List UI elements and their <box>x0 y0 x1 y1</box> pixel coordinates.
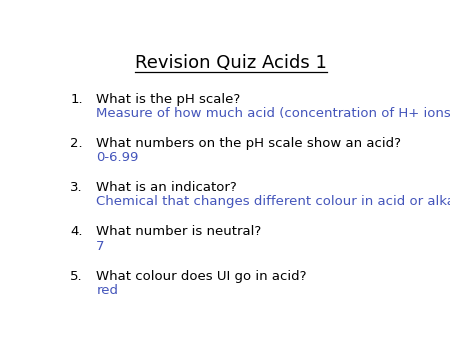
Text: 4.: 4. <box>70 225 83 238</box>
Text: What is the pH scale?: What is the pH scale? <box>96 93 241 105</box>
Text: What number is neutral?: What number is neutral? <box>96 225 261 238</box>
Text: Measure of how much acid (concentration of H+ ions): Measure of how much acid (concentration … <box>96 107 450 120</box>
Text: 2.: 2. <box>70 137 83 150</box>
Text: 3.: 3. <box>70 181 83 194</box>
Text: Chemical that changes different colour in acid or alkali: Chemical that changes different colour i… <box>96 195 450 209</box>
Text: 1.: 1. <box>70 93 83 105</box>
Text: What is an indicator?: What is an indicator? <box>96 181 237 194</box>
Text: Revision Quiz Acids 1: Revision Quiz Acids 1 <box>135 54 327 72</box>
Text: 7: 7 <box>96 240 105 253</box>
Text: What colour does UI go in acid?: What colour does UI go in acid? <box>96 270 307 283</box>
Text: What numbers on the pH scale show an acid?: What numbers on the pH scale show an aci… <box>96 137 401 150</box>
Text: red: red <box>96 284 118 297</box>
Text: 5.: 5. <box>70 270 83 283</box>
Text: 0-6.99: 0-6.99 <box>96 151 139 164</box>
